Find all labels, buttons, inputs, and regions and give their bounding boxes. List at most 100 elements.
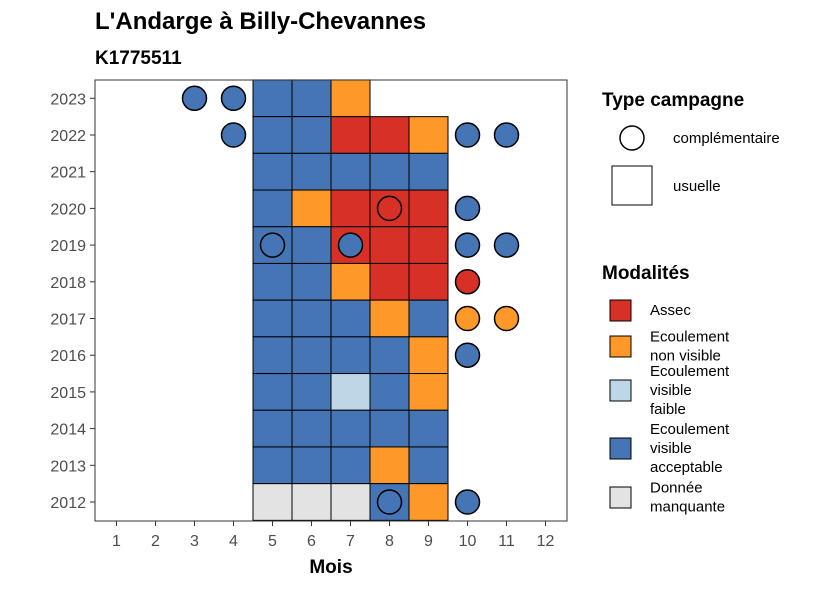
plot-area: [94, 79, 568, 522]
legend-type-title: Type campagne: [602, 90, 744, 111]
heatmap-cell: [252, 409, 293, 448]
campaign-point: [181, 85, 208, 112]
campaign-point: [220, 85, 247, 112]
heatmap-cell: [408, 189, 449, 228]
heatmap-cell: [408, 336, 449, 375]
heatmap-cell: [291, 409, 332, 448]
heatmap-cell: [291, 446, 332, 485]
campaign-point: [454, 489, 481, 515]
heatmap-cell: [291, 373, 332, 411]
heatmap-cell: [369, 152, 410, 191]
y-tick-label: 2017: [50, 312, 86, 329]
heatmap-cell: [252, 262, 293, 301]
x-tick-label: 3: [190, 533, 199, 550]
heatmap-cell: [252, 152, 293, 191]
campaign-point: [493, 305, 520, 332]
campaign-point: [454, 269, 481, 295]
legend-modalite-label: Assec: [650, 302, 691, 319]
heatmap-cell: [252, 79, 293, 118]
x-tick-label: 5: [268, 533, 277, 550]
campaign-point: [493, 122, 520, 148]
heatmap-cell: [330, 189, 371, 228]
y-tick-label: 2016: [50, 348, 86, 365]
heatmap-cell: [330, 446, 371, 485]
y-tick-label: 2022: [50, 128, 86, 145]
campaign-point: [493, 232, 520, 258]
campaign-point: [220, 122, 247, 148]
heatmap-cell: [291, 226, 332, 264]
y-tick-label: 2014: [50, 422, 86, 439]
heatmap-cell: [369, 116, 410, 154]
legend-modalite-label: visible: [650, 382, 692, 399]
y-tick-label: 2018: [50, 275, 86, 292]
heatmap-cell: [369, 336, 410, 375]
legend-modalite-label: visible: [650, 440, 692, 457]
campaign-point: [376, 195, 403, 222]
heatmap-cell: [291, 79, 332, 118]
heatmap-cell: [408, 446, 449, 485]
heatmap-cell: [330, 299, 371, 338]
heatmap-cell: [252, 189, 293, 228]
heatmap-cell: [252, 299, 293, 338]
y-tick-label: 2020: [50, 201, 86, 218]
legend-modalite-label: non visible: [650, 348, 721, 365]
x-tick-label: 12: [537, 533, 555, 550]
campaign-point: [337, 232, 364, 258]
heatmap-cell: [291, 336, 332, 375]
heatmap-cell: [408, 299, 449, 338]
chart-title: L'Andarge à Billy-Chevannes: [95, 8, 426, 35]
heatmap-cell: [330, 152, 371, 191]
legend-circle-key: [619, 125, 645, 151]
axes: 1 2 3 4 5 6 7 8 9 10 11 122012201320142015201620172…: [50, 91, 554, 550]
heatmap-cell: [291, 189, 332, 228]
x-tick-label: 1: [112, 533, 121, 550]
legend-modalite-label: Ecoulement: [650, 363, 730, 380]
heatmap-cell: [252, 336, 293, 375]
y-tick-label: 2015: [50, 385, 86, 402]
heatmap-cell: [330, 116, 371, 154]
campaign-point: [454, 232, 481, 258]
heatmap-cell: [408, 226, 449, 264]
heatmap-cell: [369, 226, 410, 264]
heatmap-cell: [369, 446, 410, 485]
campaign-point: [376, 489, 403, 515]
x-tick-label: 2: [151, 533, 160, 550]
heatmap-cell: [252, 373, 293, 411]
legend-type-label: usuelle: [673, 178, 721, 195]
plot-border: [94, 79, 568, 522]
y-tick-label: 2021: [50, 165, 86, 182]
heatmap-cell: [291, 483, 332, 521]
heatmap-cell: [291, 262, 332, 301]
y-tick-label: 2013: [50, 458, 86, 475]
x-tick-label: 10: [459, 533, 477, 550]
heatmap-cell: [291, 299, 332, 338]
heatmap-cell: [408, 262, 449, 301]
legend-swatch: [609, 299, 632, 322]
heatmap-cell: [369, 373, 410, 411]
heatmap-cell: [291, 152, 332, 191]
campaign-point: [259, 232, 286, 258]
heatmap-cell: [252, 483, 293, 521]
legend-modalite-label: Ecoulement: [650, 329, 730, 346]
heatmap-cell: [291, 116, 332, 154]
heatmap-cell: [369, 262, 410, 301]
x-tick-label: 4: [229, 533, 238, 550]
chart-subtitle: K1775511: [95, 48, 182, 69]
x-axis-title: Mois: [309, 557, 352, 578]
heatmap-cell: [252, 116, 293, 154]
heatmap-cell: [330, 409, 371, 448]
campaign-point: [454, 342, 481, 368]
heatmap-cell: [252, 446, 293, 485]
legend-swatch: [609, 486, 632, 509]
x-tick-label: 6: [307, 533, 316, 550]
x-tick-label: 7: [346, 533, 355, 550]
heatmap-cell: [408, 409, 449, 448]
legend-modalite-label: acceptable: [650, 459, 723, 476]
legend-type-label: complémentaire: [673, 130, 780, 147]
x-tick-label: 8: [385, 533, 394, 550]
heatmap-cell: [330, 79, 371, 118]
legend-modalite-label: Ecoulement: [650, 421, 730, 438]
legend-swatch: [609, 335, 632, 358]
y-tick-label: 2023: [50, 91, 86, 108]
